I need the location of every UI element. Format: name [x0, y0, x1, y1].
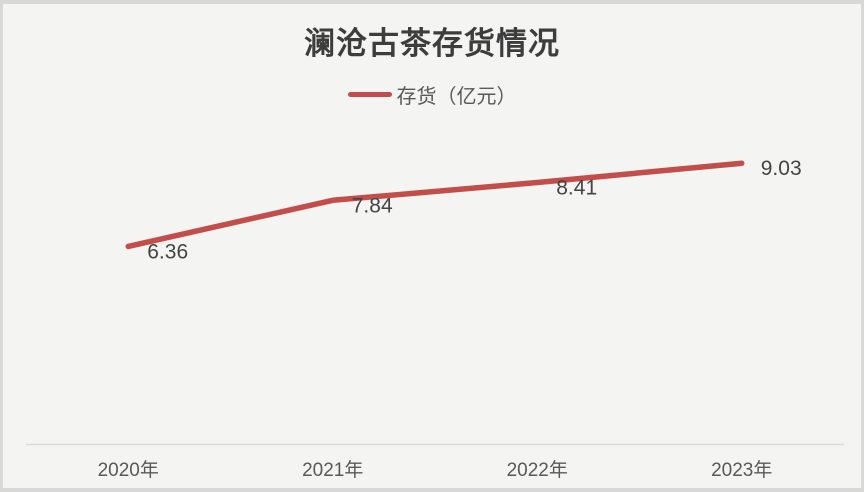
data-label: 8.41 [556, 177, 597, 200]
x-axis-tick-label: 2022年 [507, 459, 568, 481]
legend-series-label: 存货（亿元） [396, 84, 517, 108]
series-line-inventory [125, 160, 745, 250]
line-chart-plot-area: 6.36 7.84 8.41 9.03 2020年 2021年 2022年 2023年 [26, 157, 844, 481]
data-label: 7.84 [352, 194, 393, 217]
x-axis-tick-label: 2023年 [711, 459, 772, 481]
chart-title: 澜沧古茶存货情况 [304, 26, 560, 62]
chart-legend: 存货（亿元） [3, 80, 861, 109]
data-label: 9.03 [761, 157, 802, 180]
x-axis-tick-label: 2021年 [302, 459, 363, 481]
legend-line-swatch [347, 92, 392, 97]
data-label: 6.36 [147, 240, 188, 263]
x-axis-tick-label: 2020年 [98, 459, 159, 481]
